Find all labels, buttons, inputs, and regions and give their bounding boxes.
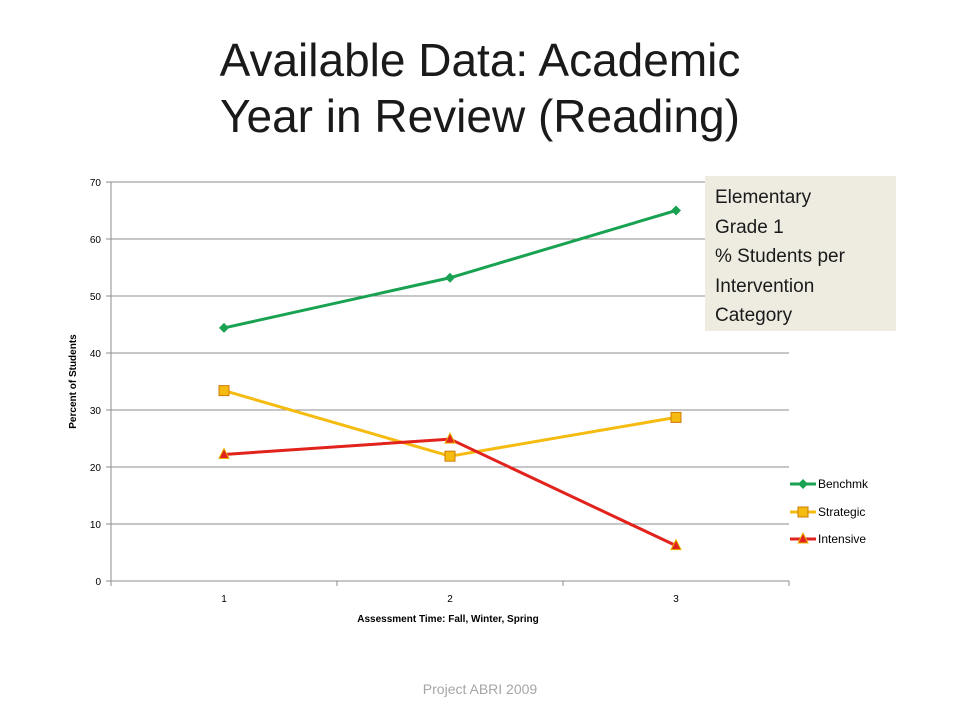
y-tick-label: 50 <box>90 292 102 303</box>
slide-title-line-1: Available Data: Academic <box>219 34 741 86</box>
y-tick-label: 10 <box>90 520 102 531</box>
data-point-strategic <box>444 450 456 462</box>
info-box-line-5: Category <box>715 305 793 326</box>
data-point-intensive <box>444 431 456 444</box>
y-tick-label: 20 <box>90 463 102 474</box>
slide-title-line-2: Year in Review (Reading) <box>220 90 740 142</box>
info-box-line-1: Elementary <box>715 187 812 208</box>
legend-marker-benchmk <box>798 479 808 489</box>
series-line-benchmk <box>223 209 677 330</box>
y-tick-label: 40 <box>90 349 102 360</box>
legend-label-benchmk: Benchmk <box>818 477 869 491</box>
legend-label-intensive: Intensive <box>818 532 866 546</box>
y-tick-label: 70 <box>90 178 102 189</box>
info-box-line-2: Grade 1 <box>715 216 784 238</box>
chart-info-box: Elementary Grade 1 % Students per Interv… <box>705 176 896 331</box>
y-tick-label: 0 <box>95 577 101 588</box>
data-point-intensive <box>670 538 682 551</box>
info-box-line-3: % Students per <box>715 246 845 267</box>
slide-footer: Project ABRI 2009 <box>422 681 538 697</box>
data-point-benchmk <box>219 322 229 333</box>
series-line-strategic <box>223 389 677 458</box>
x-tick-label: 2 <box>447 594 453 605</box>
data-point-intensive <box>218 447 230 459</box>
legend-marker-strategic <box>797 506 809 518</box>
data-point-strategic <box>218 385 230 397</box>
x-tick-label: 1 <box>221 594 227 605</box>
data-point-benchmk <box>445 272 455 283</box>
y-tick-label: 60 <box>90 235 102 246</box>
legend-marker-intensive <box>797 531 809 544</box>
data-point-strategic <box>670 411 682 423</box>
info-box-line-4: Intervention <box>715 275 815 297</box>
y-tick-label: 30 <box>90 406 102 417</box>
legend-label-strategic: Strategic <box>818 505 865 519</box>
x-axis-title: Assessment Time: Fall, Winter, Spring <box>357 614 538 625</box>
slide-title: Available Data: Academic Year in Review … <box>0 32 960 144</box>
data-point-benchmk <box>671 205 681 216</box>
y-axis-title: Percent of Students <box>68 334 79 429</box>
x-tick-label: 3 <box>673 594 679 605</box>
